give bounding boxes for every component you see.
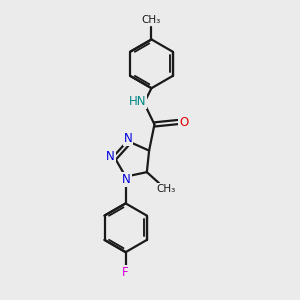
Text: CH₃: CH₃	[156, 184, 175, 194]
Text: O: O	[179, 116, 188, 129]
Text: N: N	[106, 150, 115, 163]
Text: F: F	[122, 266, 129, 279]
Text: N: N	[124, 132, 132, 145]
Text: HN: HN	[129, 95, 146, 108]
Text: CH₃: CH₃	[142, 14, 161, 25]
Text: N: N	[122, 173, 130, 186]
